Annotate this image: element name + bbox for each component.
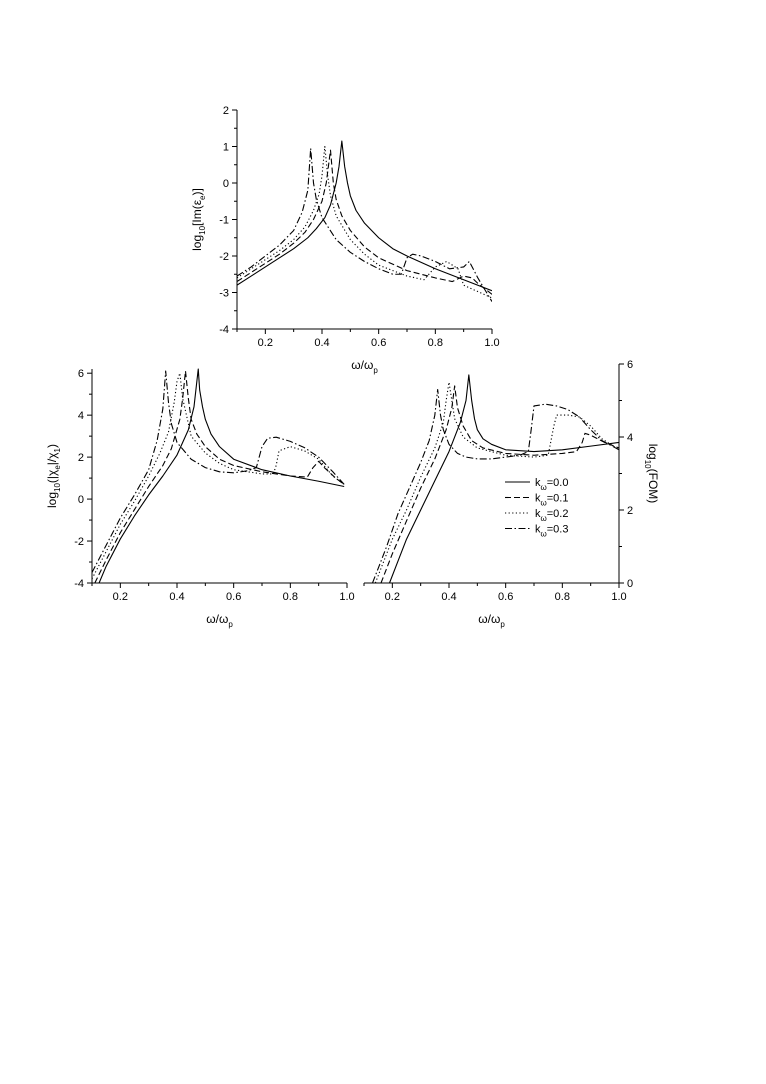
x-tick-label: 0.6 [498, 591, 513, 603]
y-tick-label: 2 [223, 105, 229, 117]
series-line-solid [98, 368, 345, 584]
y-tick-label: -4 [74, 578, 84, 590]
legend-label: kω=0.2 [535, 508, 568, 523]
y-tick-label: -4 [219, 324, 229, 336]
y-tick-label: 0 [78, 494, 84, 506]
x-tick-label: 0.4 [314, 337, 329, 349]
series-line-dot [92, 372, 345, 580]
series-line-dash [380, 385, 619, 584]
y-axis-label: log10[Im(εe)] [190, 188, 207, 251]
x-axis-label: ω/ωp [478, 612, 505, 629]
y-axis-label: log10(FOM) [643, 444, 660, 504]
series-line-dot [374, 381, 619, 584]
y-tick-label: 1 [223, 142, 229, 154]
x-tick-label: 0.2 [385, 591, 400, 603]
x-tick-label: 1.0 [339, 591, 354, 603]
y-tick-label: 2 [627, 505, 633, 517]
series-line-dashdot [237, 147, 492, 302]
y-tick-label: 0 [223, 178, 229, 190]
x-tick-label: 0.8 [428, 337, 443, 349]
y-tick-label: 6 [78, 368, 84, 380]
y-axis-label: log10(|χe|/χ1) [45, 444, 62, 508]
legend-label: kω=0.0 [535, 477, 568, 492]
y-tick-label: 4 [78, 410, 84, 422]
x-tick-label: 1.0 [611, 591, 626, 603]
panel-bottom-right-plot: 0.2 0.4 0.6 0.8 1.00246ω/ωplog10(FOM)kω=0.0k… [363, 359, 660, 629]
x-tick-label: 0.8 [283, 591, 298, 603]
series-line-solid [388, 374, 619, 584]
series-line-dashdot [371, 389, 619, 584]
y-tick-label: -2 [74, 536, 84, 548]
y-tick-label: -3 [219, 288, 229, 300]
x-tick-label: 1.0 [484, 337, 499, 349]
x-tick-label: 0.4 [441, 591, 456, 603]
x-axis-label: ω/ωp [206, 612, 233, 629]
x-tick-label: 0.6 [226, 591, 241, 603]
panel-bottom-left-plot: 0.2 0.4 0.6 0.8 1.0 -4 -2 0 2 4 6 ω/ωp log10(|χe|/χ1… [45, 368, 355, 629]
y-tick-label: 4 [627, 432, 633, 444]
legend: kω=0.0kω=0.1kω=0.2kω=0.3 [505, 477, 568, 539]
x-tick-label: 0.6 [371, 337, 386, 349]
series-line-dash [237, 149, 492, 295]
x-tick-label: 0.2 [113, 591, 128, 603]
legend-label: kω=0.1 [535, 493, 568, 508]
y-tick-label: -2 [219, 251, 229, 263]
series-line-dashdot [92, 370, 345, 573]
x-tick-label: 0.8 [555, 591, 570, 603]
y-tick-label: 2 [78, 452, 84, 464]
legend-label: kω=0.3 [535, 524, 568, 539]
y-tick-label: 0 [627, 578, 633, 590]
series-line-dot [237, 145, 492, 299]
y-tick-label: -1 [219, 215, 229, 227]
series-line-solid [237, 140, 492, 292]
y-tick-label: 6 [627, 359, 633, 371]
panel-top-plot: 0.2 0.4 0.6 0.8 1.0 -4 -3 -2 -1 0 1 2 ω/ωp log10[Im(ε… [190, 105, 500, 375]
x-axis-label: ω/ωp [351, 358, 378, 375]
x-tick-label: 0.2 [258, 337, 273, 349]
x-tick-label: 0.4 [169, 591, 184, 603]
series-line-dash [94, 370, 345, 584]
